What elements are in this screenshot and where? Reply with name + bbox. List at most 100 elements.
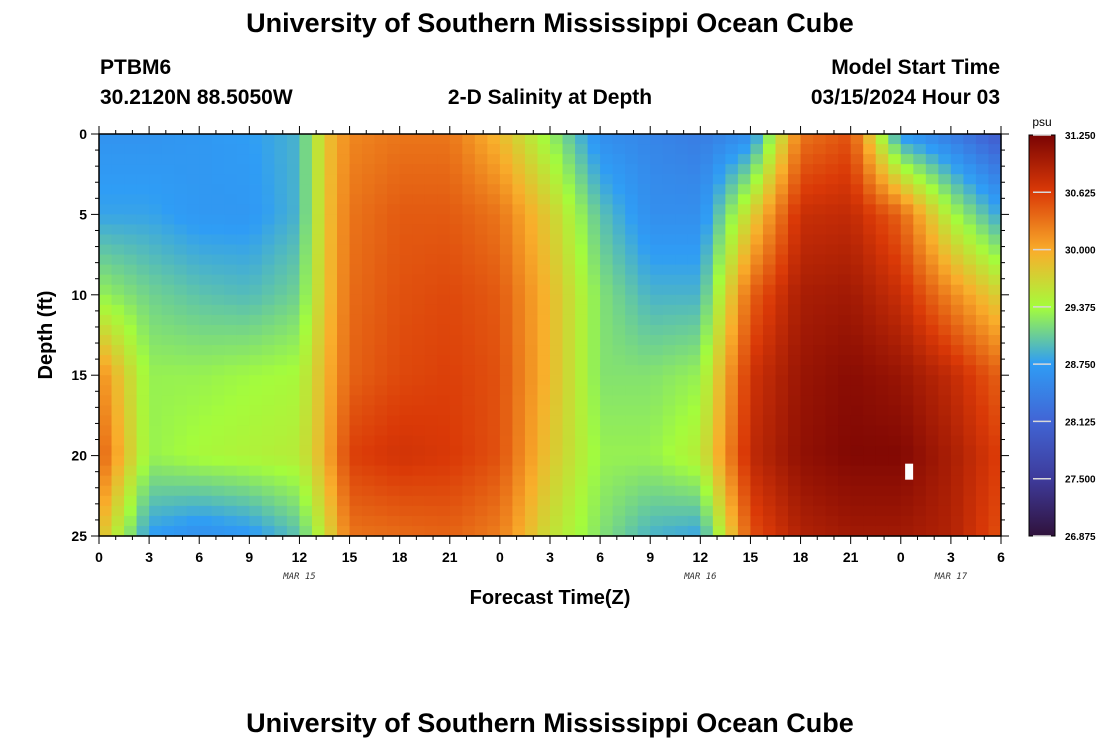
- heatmap-cell: [788, 314, 802, 326]
- heatmap-cell: [387, 465, 401, 477]
- heatmap-cell: [437, 455, 451, 467]
- heatmap-cell: [537, 365, 551, 376]
- heatmap-cell: [650, 375, 664, 386]
- heatmap-cell: [612, 425, 626, 437]
- heatmap-cell: [211, 495, 225, 507]
- heatmap-cell: [349, 294, 363, 306]
- heatmap-cell: [950, 335, 965, 346]
- heatmap-cell: [224, 244, 238, 256]
- heatmap-cell: [149, 174, 163, 185]
- heatmap-cell: [825, 144, 839, 155]
- heatmap-cell: [224, 425, 238, 437]
- heatmap-cell: [700, 264, 714, 276]
- heatmap-cell: [662, 495, 676, 507]
- heatmap-cell: [186, 244, 200, 256]
- heatmap-cell: [700, 204, 714, 215]
- heatmap-cell: [762, 324, 777, 336]
- heatmap-cell: [637, 415, 651, 427]
- heatmap-cell: [424, 415, 438, 427]
- heatmap-cell: [650, 154, 664, 165]
- heatmap-cell: [888, 194, 902, 205]
- heatmap-cell: [349, 505, 363, 517]
- heatmap-cell: [875, 154, 889, 165]
- heatmap-cell: [838, 515, 852, 527]
- heatmap-cell: [687, 405, 701, 416]
- heatmap-cell: [900, 415, 914, 427]
- heatmap-cell: [762, 345, 777, 356]
- heatmap-cell: [136, 284, 150, 296]
- heatmap-cell: [562, 154, 576, 165]
- heatmap-cell: [900, 294, 914, 306]
- heatmap-cell: [675, 385, 689, 396]
- heatmap-cell: [236, 164, 250, 175]
- heatmap-cell: [349, 274, 363, 286]
- heatmap-cell: [687, 455, 701, 467]
- heatmap-cell: [600, 435, 614, 447]
- heatmap-cell: [775, 314, 789, 326]
- heatmap-cell: [813, 455, 827, 467]
- heatmap-cell: [612, 385, 626, 396]
- heatmap-cell: [850, 154, 864, 165]
- heatmap-cell: [437, 284, 451, 296]
- heatmap-cell: [712, 485, 726, 497]
- heatmap-cell: [136, 214, 150, 226]
- heatmap-cell: [725, 415, 739, 427]
- heatmap-cell: [474, 194, 488, 205]
- heatmap-cell: [662, 204, 676, 215]
- heatmap-cell: [261, 525, 275, 537]
- heatmap-cell: [412, 375, 426, 386]
- heatmap-cell: [349, 164, 363, 175]
- heatmap-cell: [124, 465, 138, 477]
- heatmap-cell: [875, 324, 889, 336]
- heatmap-cell: [349, 234, 363, 246]
- heatmap-cell: [575, 174, 589, 185]
- heatmap-cell: [487, 304, 501, 316]
- heatmap-cell: [938, 154, 952, 165]
- heatmap-cell: [575, 224, 589, 236]
- heatmap-cell: [299, 505, 313, 517]
- heatmap-cell: [700, 455, 714, 467]
- heatmap-cell: [687, 324, 701, 336]
- heatmap-cell: [136, 294, 150, 306]
- heatmap-cell: [637, 264, 651, 276]
- heatmap-cell: [800, 244, 814, 256]
- heatmap-cell: [274, 465, 288, 477]
- heatmap-cell: [825, 294, 839, 306]
- heatmap-cell: [424, 335, 438, 346]
- heatmap-cell: [424, 224, 438, 236]
- heatmap-cell: [913, 515, 927, 527]
- heatmap-cell: [399, 465, 413, 477]
- heatmap-cell: [111, 445, 125, 457]
- heatmap-cell: [324, 345, 338, 356]
- heatmap-cell: [387, 254, 401, 266]
- heatmap-cell: [337, 385, 351, 396]
- heatmap-cell: [174, 365, 188, 376]
- heatmap-cell: [211, 284, 225, 296]
- heatmap-cell: [124, 365, 138, 376]
- heatmap-cell: [838, 264, 852, 276]
- heatmap-cell: [236, 515, 250, 527]
- heatmap-cell: [424, 154, 438, 165]
- heatmap-cell: [261, 515, 275, 527]
- heatmap-cell: [988, 495, 1002, 507]
- heatmap-cell: [625, 294, 639, 306]
- heatmap-cell: [236, 154, 250, 165]
- heatmap-cell: [449, 324, 463, 336]
- heatmap-cell: [675, 244, 689, 256]
- heatmap-cell: [737, 154, 752, 165]
- heatmap-cell: [299, 284, 313, 296]
- heatmap-cell: [975, 475, 990, 487]
- heatmap-cell: [800, 284, 814, 296]
- heatmap-cell: [900, 234, 914, 246]
- heatmap-cell: [700, 304, 714, 316]
- heatmap-cell: [311, 254, 326, 266]
- heatmap-cell: [249, 204, 263, 215]
- heatmap-cell: [136, 164, 150, 175]
- heatmap-cell: [499, 184, 514, 195]
- heatmap-cell: [111, 264, 125, 276]
- heatmap-cell: [625, 375, 639, 386]
- heatmap-cell: [224, 194, 238, 205]
- heatmap-cell: [537, 375, 551, 386]
- heatmap-cell: [462, 134, 476, 145]
- heatmap-cell: [700, 284, 714, 296]
